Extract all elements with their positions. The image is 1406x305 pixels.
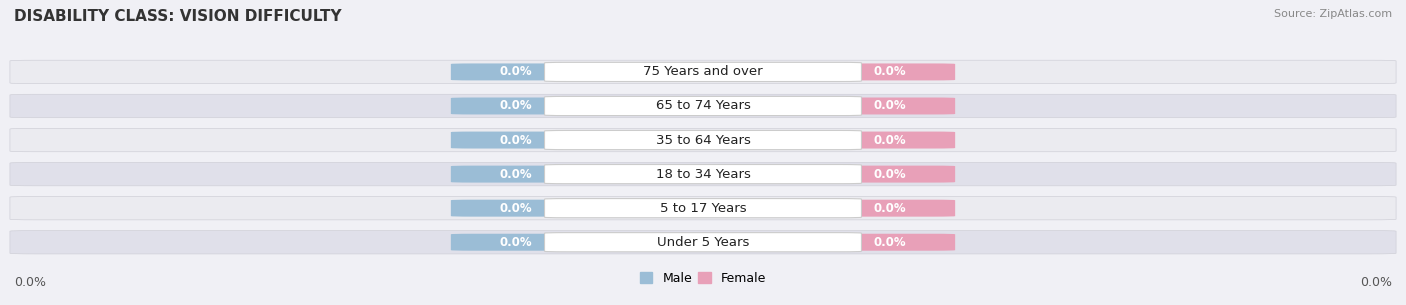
FancyBboxPatch shape [451, 234, 582, 251]
Legend: Male, Female: Male, Female [636, 267, 770, 290]
Text: 0.0%: 0.0% [873, 134, 905, 146]
FancyBboxPatch shape [824, 63, 955, 81]
FancyBboxPatch shape [544, 199, 862, 218]
Text: 0.0%: 0.0% [501, 99, 533, 113]
FancyBboxPatch shape [451, 166, 582, 183]
Text: 65 to 74 Years: 65 to 74 Years [655, 99, 751, 113]
FancyBboxPatch shape [544, 96, 862, 116]
Text: 75 Years and over: 75 Years and over [643, 66, 763, 78]
Text: 0.0%: 0.0% [501, 134, 533, 146]
Text: 0.0%: 0.0% [873, 202, 905, 215]
Text: 18 to 34 Years: 18 to 34 Years [655, 168, 751, 181]
Text: 0.0%: 0.0% [501, 66, 533, 78]
FancyBboxPatch shape [544, 164, 862, 184]
Text: 0.0%: 0.0% [14, 276, 46, 289]
Text: 5 to 17 Years: 5 to 17 Years [659, 202, 747, 215]
FancyBboxPatch shape [10, 196, 1396, 220]
Text: 35 to 64 Years: 35 to 64 Years [655, 134, 751, 146]
FancyBboxPatch shape [824, 234, 955, 251]
FancyBboxPatch shape [10, 94, 1396, 118]
FancyBboxPatch shape [10, 163, 1396, 186]
FancyBboxPatch shape [824, 166, 955, 183]
FancyBboxPatch shape [10, 231, 1396, 254]
FancyBboxPatch shape [544, 62, 862, 81]
Text: 0.0%: 0.0% [501, 168, 533, 181]
FancyBboxPatch shape [451, 98, 582, 114]
FancyBboxPatch shape [824, 98, 955, 114]
Text: 0.0%: 0.0% [873, 168, 905, 181]
FancyBboxPatch shape [10, 60, 1396, 84]
FancyBboxPatch shape [824, 200, 955, 217]
Text: DISABILITY CLASS: VISION DIFFICULTY: DISABILITY CLASS: VISION DIFFICULTY [14, 9, 342, 24]
FancyBboxPatch shape [544, 131, 862, 150]
Text: Under 5 Years: Under 5 Years [657, 236, 749, 249]
Text: Source: ZipAtlas.com: Source: ZipAtlas.com [1274, 9, 1392, 19]
Text: 0.0%: 0.0% [1360, 276, 1392, 289]
FancyBboxPatch shape [10, 128, 1396, 152]
FancyBboxPatch shape [824, 131, 955, 149]
FancyBboxPatch shape [451, 131, 582, 149]
FancyBboxPatch shape [544, 233, 862, 252]
Text: 0.0%: 0.0% [873, 236, 905, 249]
FancyBboxPatch shape [451, 200, 582, 217]
Text: 0.0%: 0.0% [501, 202, 533, 215]
Text: 0.0%: 0.0% [501, 236, 533, 249]
FancyBboxPatch shape [451, 63, 582, 81]
Text: 0.0%: 0.0% [873, 66, 905, 78]
Text: 0.0%: 0.0% [873, 99, 905, 113]
